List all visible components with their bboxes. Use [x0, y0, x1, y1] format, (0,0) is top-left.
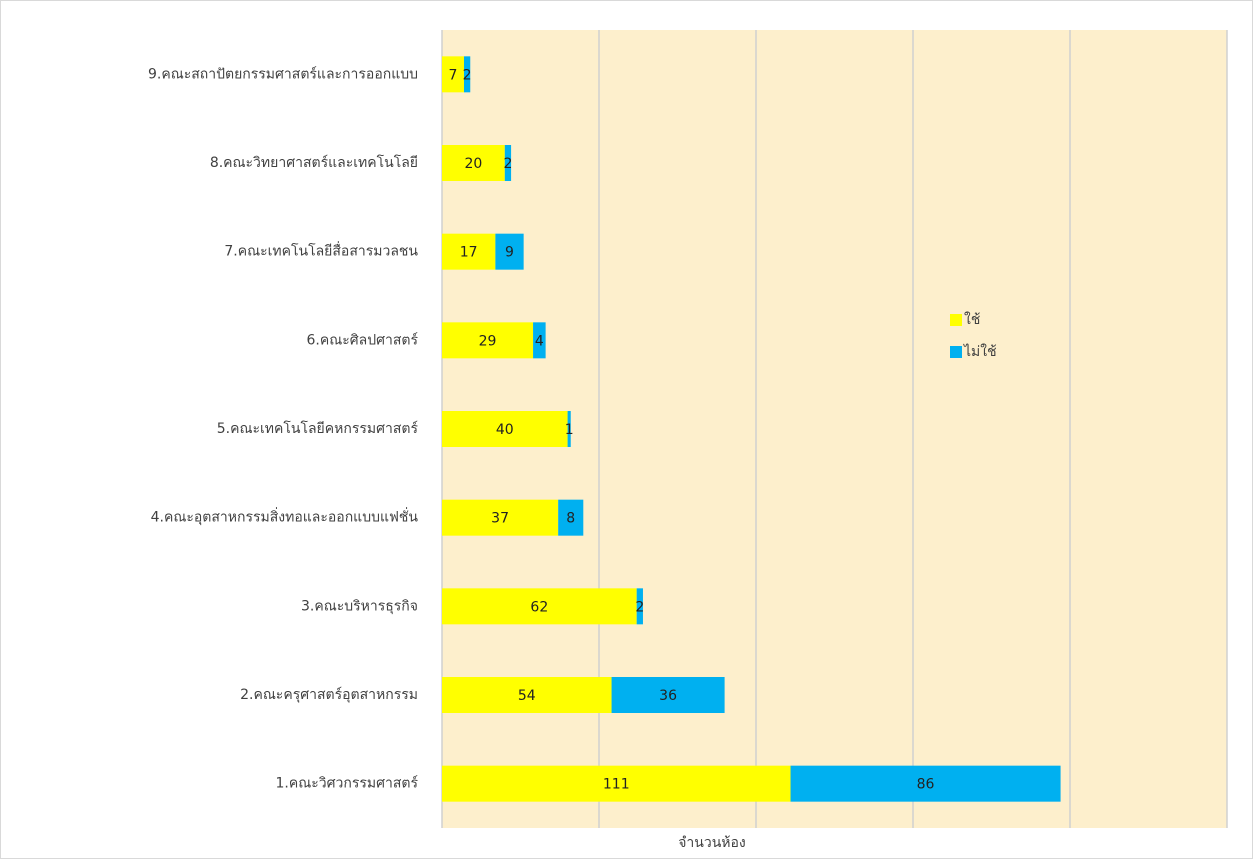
y-tick-label: 8.คณะวิทยาศาสตร์และเทคโนโลยี [210, 154, 418, 171]
data-label: 9 [505, 245, 514, 261]
y-tick-label: 7.คณะเทคโนโลยีสื่อสารมวลชน [224, 242, 418, 260]
y-tick-label: 5.คณะเทคโนโลยีคหกรรมศาสตร์ [217, 420, 419, 437]
x-axis-title: จำนวนห้อง [678, 835, 746, 851]
legend-label: ใช้ [964, 311, 980, 328]
data-label: 37 [491, 511, 509, 527]
data-label: 7 [449, 67, 458, 83]
data-label: 8 [566, 511, 575, 527]
y-tick-label: 4.คณะอุตสาหกรรมสิ่งทอและออกแบบแฟชั่น [151, 508, 419, 526]
data-label: 2 [503, 156, 512, 172]
data-label: 86 [917, 777, 935, 793]
data-label: 36 [659, 688, 677, 704]
y-tick-label: 2.คณะครุศาสตร์อุตสาหกรรม [240, 686, 418, 703]
data-label: 40 [496, 422, 514, 438]
data-label: 20 [464, 156, 482, 172]
data-label: 62 [530, 599, 548, 615]
chart: จำนวนห้อง 1.คณะวิศวกรรมศาสตร์ 111 86 2.คณะค… [0, 0, 1253, 859]
data-label: 17 [460, 245, 478, 261]
data-label: 29 [479, 333, 497, 349]
y-tick-label: 3.คณะบริหารธุรกิจ [301, 598, 418, 614]
y-tick-label: 9.คณะสถาปัตยกรรมศาสตร์และการออกแบบ [148, 65, 418, 82]
legend-swatch [950, 346, 962, 358]
page: จำนวนห้อง 1.คณะวิศวกรรมศาสตร์ 111 86 2.คณะค… [0, 0, 1253, 859]
data-label: 4 [535, 333, 544, 349]
y-tick-label: 6.คณะศิลปศาสตร์ [307, 331, 419, 348]
legend-label: ไม่ใช้ [963, 343, 997, 360]
data-label: 1 [565, 422, 574, 438]
legend-swatch [950, 314, 962, 326]
y-tick-label: 1.คณะวิศวกรรมศาสตร์ [276, 775, 419, 792]
data-label: 2 [635, 599, 644, 615]
data-label: 54 [518, 688, 536, 704]
data-label: 111 [603, 777, 630, 793]
data-label: 2 [463, 67, 472, 83]
